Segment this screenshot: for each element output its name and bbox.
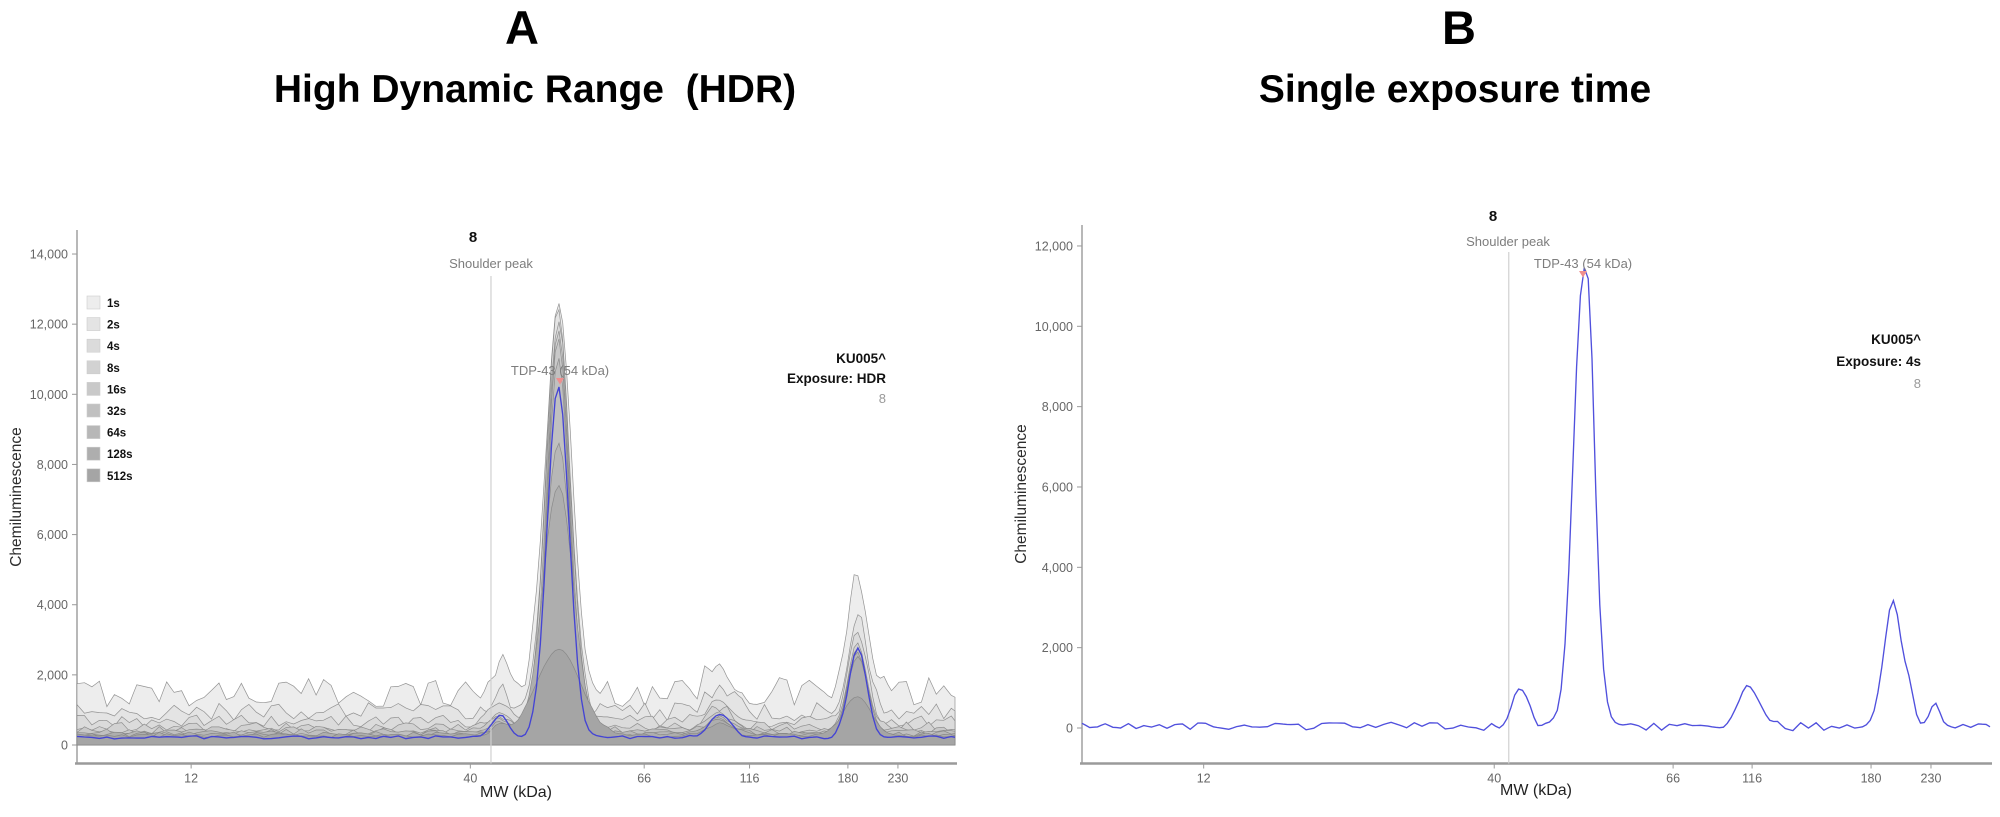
y-tick-label: 2,000 [1042,641,1073,655]
panel-a-title: High Dynamic Range (HDR) [273,68,797,111]
y-tick-label: 4,000 [37,598,68,612]
legend-swatch-8s [86,360,101,375]
y-tick-label: 6,000 [37,528,68,542]
x-tick-label: 180 [1861,772,1882,786]
legend-swatch-64s [86,425,101,439]
exposure-area-512s [76,648,956,746]
x-tick-label: 230 [888,772,909,786]
legend-label-1s: 1s [107,298,120,310]
x-tick-label: 66 [1666,772,1680,786]
shoulder-peak-label: Shoulder peak [1466,234,1550,249]
lane-ref: 8 [1914,376,1921,391]
sample-name: KU005^ [836,351,886,366]
panel-b-title: Single exposure time [1258,68,1652,111]
lane-ref: 8 [879,391,886,406]
legend-label-128s: 128s [107,449,133,461]
legend-label-32s: 32s [107,406,126,418]
exposure-label: Exposure: 4s [1836,354,1921,369]
legend-label-512s: 512s [107,471,133,483]
exposure-label: Exposure: HDR [787,371,886,386]
peak-marker-icon [1579,271,1587,278]
signal-line-4s [1081,267,1991,732]
tdp43-peak-label: TDP-43 (54 kDa) [511,363,609,378]
legend-swatch-16s [86,382,101,396]
y-tick-label: 0 [61,739,68,753]
legend-swatch-32s [86,403,101,418]
panel-b-letter: B [1442,1,1476,54]
legend-swatch-4s [86,338,101,353]
x-tick-label: 116 [1742,772,1762,786]
y-tick-label: 10,000 [1035,320,1073,334]
x-tick-label: 180 [837,772,858,786]
x-tick-label: 12 [1197,772,1211,786]
legend-label-16s: 16s [107,384,126,396]
x-tick-label: 40 [1487,772,1501,786]
x-tick-label: 230 [1921,772,1942,786]
y-axis-title: Chemiluminescence [1013,424,1030,564]
legend-swatch-1s [86,295,101,310]
panel-a-letter: A [505,1,539,54]
signal-line-HDR [76,386,956,740]
tdp43-peak-label: TDP-43 (54 kDa) [1534,256,1632,271]
x-tick-label: 40 [463,772,477,786]
legend-label-4s: 4s [107,341,120,353]
y-tick-label: 6,000 [1042,480,1073,494]
y-tick-label: 8,000 [1042,400,1073,414]
lane-number: 8 [469,229,477,246]
y-tick-label: 10,000 [30,388,68,402]
legend-label-2s: 2s [107,320,120,332]
y-tick-label: 0 [1066,722,1073,736]
peak-marker-icon [556,378,564,385]
y-tick-label: 4,000 [1042,561,1073,575]
x-tick-label: 116 [740,772,760,786]
lane-number: 8 [1489,208,1497,225]
legend-swatch-128s [86,446,101,461]
y-tick-label: 14,000 [30,248,68,262]
y-tick-label: 12,000 [1035,239,1073,253]
y-axis-title: Chemiluminescence [8,427,25,567]
legend-swatch-512s [86,468,101,483]
shoulder-peak-label: Shoulder peak [449,256,533,271]
single-exposure-chart: 0 2,000 4,000 6,000 8,000 10,000 12,000 12 40 66 1… [1013,208,1992,799]
sample-name: KU005^ [1871,332,1921,347]
y-tick-label: 8,000 [37,458,68,472]
x-tick-label: 66 [637,772,651,786]
x-axis-title: MW (kDa) [1500,782,1572,799]
legend-label-8s: 8s [107,363,120,375]
y-tick-label: 12,000 [30,318,68,332]
y-tick-label: 2,000 [37,668,68,682]
hdr-chart: 0 2,000 4,000 6,000 8,000 10,000 12,000 14,000 1… [8,229,957,801]
legend-swatch-2s [86,317,101,331]
x-tick-label: 12 [184,772,198,786]
x-axis-title: MW (kDa) [480,784,552,801]
legend-label-64s: 64s [107,428,126,440]
